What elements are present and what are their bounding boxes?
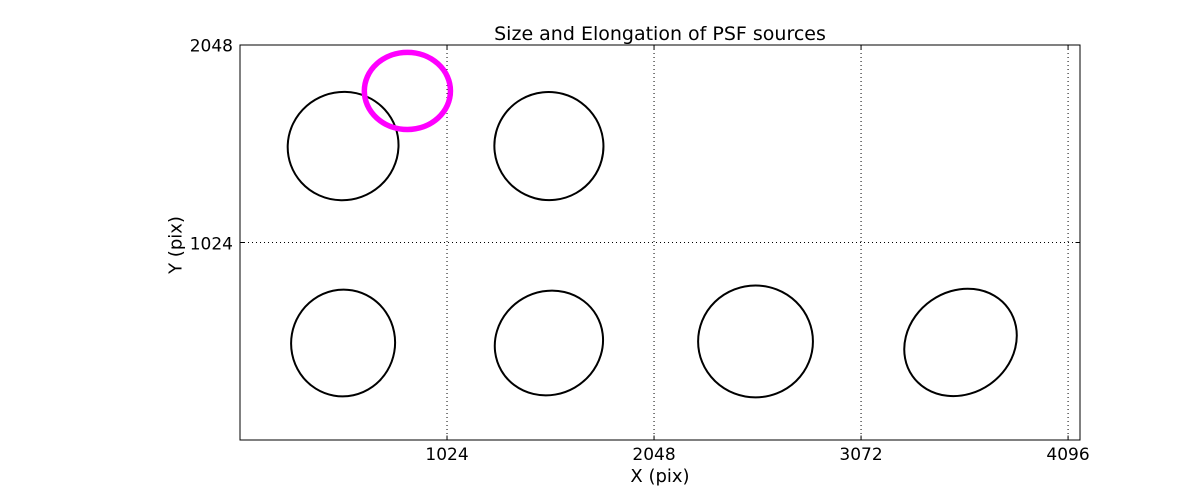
psf-sources [493, 289, 605, 397]
y-axis-label: Y (pix) [165, 216, 187, 274]
x-tick-label-3072: 3072 [839, 445, 883, 465]
y-tick-label-2048: 2048 [189, 36, 233, 57]
x-tick-label-4096: 4096 [1046, 445, 1090, 465]
psf-sources [903, 287, 1018, 398]
x-axis-label: X (pix) [630, 466, 690, 487]
x-tick-label-1024: 1024 [425, 445, 469, 465]
x-tick-label-2048: 2048 [632, 445, 676, 465]
psf-sources [290, 288, 397, 398]
chart-title: Size and Elongation of PSF sources [494, 23, 826, 45]
psf-sources [697, 284, 814, 399]
psf-sources [493, 91, 605, 202]
highlighted-source [361, 49, 454, 133]
y-tick-label-1024: 1024 [189, 234, 233, 254]
psf-sources [286, 90, 400, 202]
